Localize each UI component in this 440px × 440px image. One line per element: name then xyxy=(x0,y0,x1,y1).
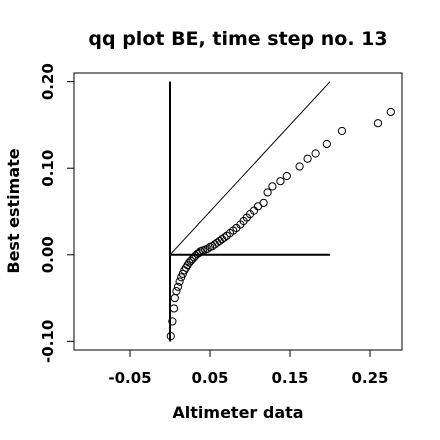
data-point xyxy=(322,139,331,149)
data-points xyxy=(166,107,395,341)
data-point xyxy=(194,248,203,258)
data-point xyxy=(166,332,175,341)
data-point xyxy=(173,282,183,291)
data-point xyxy=(263,188,272,197)
data-point xyxy=(220,233,229,242)
data-point xyxy=(311,149,320,158)
y-tick-label: -0.10 xyxy=(39,320,57,363)
data-point xyxy=(373,119,383,128)
data-point xyxy=(168,317,177,326)
data-point xyxy=(386,107,395,117)
y-tick-label: 0.10 xyxy=(39,150,57,187)
data-point xyxy=(217,235,227,244)
data-point xyxy=(213,238,222,247)
data-point xyxy=(268,182,277,191)
data-point xyxy=(169,304,179,313)
data-point xyxy=(282,171,291,181)
x-tick-label: 0.05 xyxy=(191,369,228,387)
data-point xyxy=(303,154,312,163)
data-point xyxy=(259,198,268,207)
data-point xyxy=(276,177,285,186)
x-tick-label: 0.25 xyxy=(351,369,388,387)
chart-title: qq plot BE, time step no. 13 xyxy=(88,28,387,50)
reference-line-identity xyxy=(169,81,331,256)
data-point xyxy=(172,287,181,296)
y-axis: -0.10 0.00 0.10 0.20 xyxy=(39,63,75,363)
data-point xyxy=(181,263,191,272)
data-point xyxy=(337,126,347,136)
data-point xyxy=(295,162,304,171)
data-point xyxy=(170,293,179,303)
y-tick-label: 0.20 xyxy=(39,63,57,100)
x-axis: -0.05 0.05 0.15 0.25 xyxy=(108,349,389,387)
x-tick-label: 0.15 xyxy=(271,369,308,387)
plot-frame xyxy=(73,72,403,351)
data-point xyxy=(215,236,224,246)
y-tick-label: 0.00 xyxy=(39,236,57,273)
x-axis-label: Altimeter data xyxy=(172,403,303,422)
data-point xyxy=(203,244,212,253)
y-axis-label: Best estimate xyxy=(4,148,23,273)
data-point xyxy=(175,277,184,286)
x-tick-label: -0.05 xyxy=(108,369,151,387)
